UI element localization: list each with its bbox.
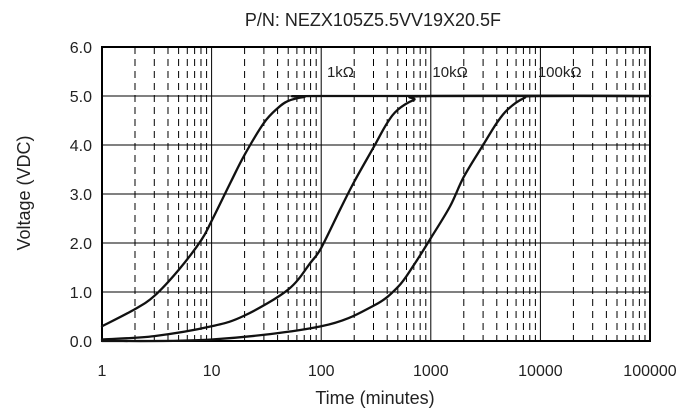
y-tick-label: 4.0 xyxy=(70,138,92,155)
grid-layer xyxy=(101,46,651,342)
series-label-1: 1kΩ xyxy=(327,64,354,81)
y-axis-label: Voltage (VDC) xyxy=(14,135,34,250)
x-tick-label: 10000 xyxy=(518,363,563,380)
series-layer xyxy=(100,94,652,343)
x-axis-label: Time (minutes) xyxy=(315,388,434,408)
chart-title: P/N: NEZX105Z5.5VV19X20.5F xyxy=(245,10,501,30)
series-line-2 xyxy=(100,94,652,341)
series-line-1 xyxy=(100,94,652,328)
y-tick-label: 2.0 xyxy=(70,236,92,253)
series-label-3: 100kΩ xyxy=(538,64,582,81)
y-tick-label: 5.0 xyxy=(70,89,92,106)
y-tick-label: 0.0 xyxy=(70,334,92,351)
series-label-layer: 1kΩ 10kΩ 100kΩ xyxy=(327,64,582,81)
x-tick-label: 1000 xyxy=(413,363,449,380)
x-tick-label: 100 xyxy=(308,363,335,380)
y-tick-label: 3.0 xyxy=(70,187,92,204)
x-tick-label: 100000 xyxy=(623,363,676,380)
x-tick-label: 1 xyxy=(98,363,107,380)
x-tick-label: 10 xyxy=(203,363,221,380)
y-tick-label: 1.0 xyxy=(70,285,92,302)
tick-label-layer: 1 10 100 1000 10000 100000 0.0 1.0 2.0 3.0 4.0 5.0 6… xyxy=(70,40,677,380)
series-label-2: 10kΩ xyxy=(432,64,467,81)
y-tick-label: 6.0 xyxy=(70,40,92,57)
plot-frame xyxy=(101,46,651,342)
series-line-3 xyxy=(100,94,652,343)
